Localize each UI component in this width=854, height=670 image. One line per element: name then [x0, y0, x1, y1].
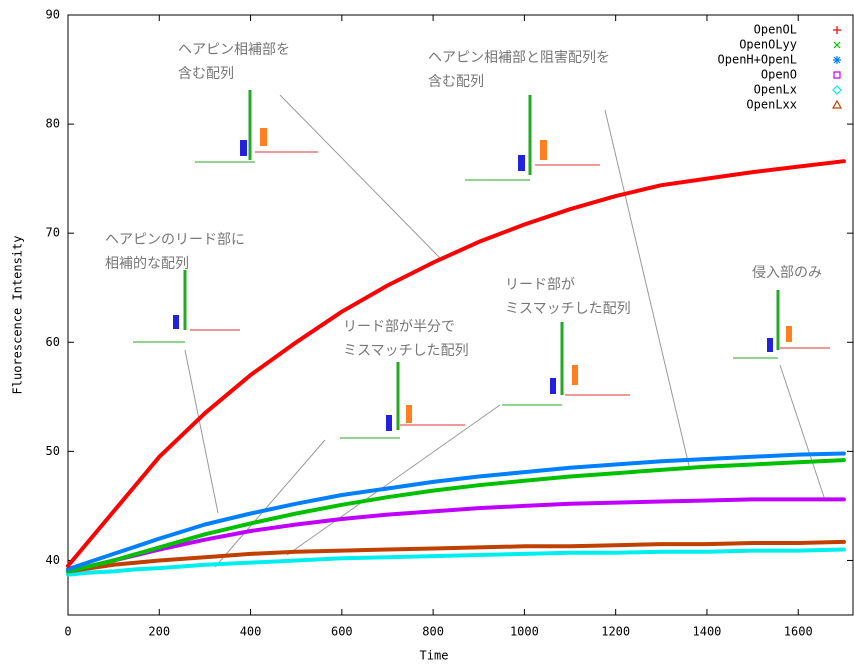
plot-frame: [67, 14, 854, 616]
y-axis-label: Fluorescence Intensity: [11, 236, 25, 395]
annotation: 相補的な配列: [105, 256, 189, 272]
x-tick-label: 800: [422, 625, 444, 639]
annotation: 含む配列: [428, 74, 484, 90]
x-tick-label: 600: [331, 625, 353, 639]
legend-marker: [833, 71, 841, 79]
x-tick-label: 400: [240, 625, 262, 639]
annotation: リード部が半分で: [343, 319, 455, 335]
annotation: ヘアピンのリード部に: [105, 232, 245, 248]
annotation: ヘアピン相補部を: [178, 42, 290, 58]
x-tick-label: 1000: [510, 625, 539, 639]
annotation: 含む配列: [178, 66, 234, 82]
legend-marker: [831, 99, 843, 109]
series-line: [66, 451, 846, 572]
legend-marker: [833, 56, 841, 64]
series-line: [66, 547, 846, 577]
y-tick-label: 80: [46, 117, 60, 131]
legend-label: OpenLxx: [746, 98, 797, 112]
legend-marker: [833, 41, 841, 49]
y-tick-label: 60: [46, 335, 60, 349]
legend-label: OpenLx: [754, 83, 797, 97]
x-tick-label: 0: [64, 625, 71, 639]
y-tick-label: 90: [46, 8, 60, 22]
y-tick-label: 40: [46, 553, 60, 567]
series-line: [66, 458, 846, 574]
annotation: ミスマッチした配列: [505, 301, 631, 317]
legend-label: OpenOLyy: [739, 38, 797, 52]
legend-label: OpenH+OpenL: [718, 53, 797, 67]
annotation: リード部が: [505, 277, 575, 293]
x-tick-label: 1200: [601, 625, 630, 639]
legend-label: OpenOL: [754, 23, 797, 37]
series-line: [66, 159, 846, 568]
series-line: [66, 539, 846, 574]
x-tick-label: 200: [148, 625, 170, 639]
annotation-arrows: [184, 94, 826, 568]
x-tick-label: 1400: [693, 625, 722, 639]
x-tick-label: 1600: [784, 625, 813, 639]
annotation: 侵入部のみ: [752, 264, 822, 281]
legend-marker: [832, 85, 842, 95]
legend-label: OpenO: [761, 68, 797, 82]
legend-marker: [833, 26, 841, 34]
annotation: ミスマッチした配列: [343, 343, 469, 359]
hairpin-diagrams: [133, 90, 830, 439]
annotation: ヘアピン相補部と阻害配列を: [428, 50, 610, 66]
y-tick-label: 50: [46, 444, 60, 458]
x-axis-label: Time: [420, 649, 449, 663]
y-tick-label: 70: [46, 226, 60, 240]
